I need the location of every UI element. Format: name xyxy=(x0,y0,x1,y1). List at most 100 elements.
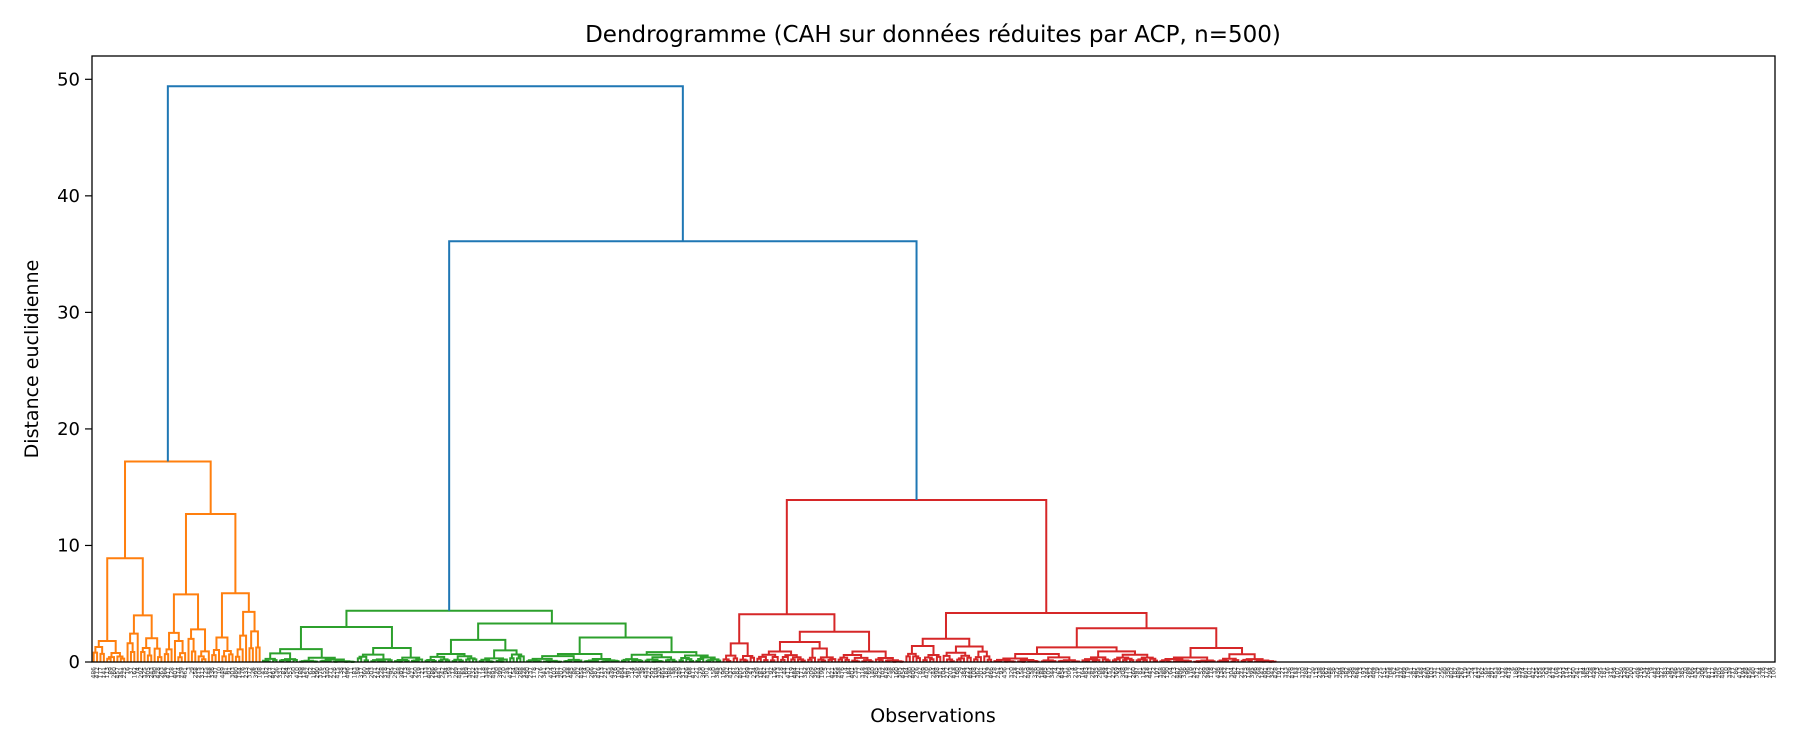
leaf-label: 104 xyxy=(941,667,948,679)
dendrogram-link xyxy=(912,655,920,662)
leaf-label: 160 xyxy=(893,667,900,679)
leaf-label: 104 xyxy=(653,667,660,679)
leaf-label: 312 xyxy=(1567,667,1574,679)
leaf-label: 359 xyxy=(446,667,453,679)
leaf-label: 233 xyxy=(243,667,250,679)
dendrogram-link xyxy=(729,642,749,657)
dendrogram-link xyxy=(107,656,116,662)
leaf-label: 392 xyxy=(399,667,406,679)
leaf-label: 491 xyxy=(1262,667,1269,679)
leaf-label: 156 xyxy=(433,667,440,679)
leaf-label: 230 xyxy=(907,667,914,679)
leaf-label: 158 xyxy=(1019,667,1026,679)
leaf-label: 288 xyxy=(517,667,524,679)
leaf-label: 202 xyxy=(575,667,582,679)
leaf-label: 263 xyxy=(158,667,165,679)
leaf-label: 188 xyxy=(1039,667,1046,679)
leaf-label: 403 xyxy=(426,667,433,679)
dendrogram-link xyxy=(819,656,834,660)
leaf-label: 238 xyxy=(1703,667,1710,679)
leaf-label: 37 xyxy=(128,667,135,675)
dendrogram-link xyxy=(780,658,786,662)
leaf-label: 359 xyxy=(1713,667,1720,679)
leaf-label: 184 xyxy=(846,667,853,679)
leaf-label: 401 xyxy=(849,667,856,679)
dendrogram-link xyxy=(651,656,673,660)
leaf-label: 439 xyxy=(609,667,616,679)
dendrogram-link xyxy=(808,656,816,662)
leaf-label: 43 xyxy=(1086,667,1093,675)
leaf-label: 184 xyxy=(1581,667,1588,679)
dendrogram-link xyxy=(498,658,508,662)
leaf-label: 20 xyxy=(1310,667,1317,675)
leaf-label: 225 xyxy=(121,667,128,679)
leaf-label: 260 xyxy=(111,667,118,679)
leaf-label: 30 xyxy=(585,667,592,675)
leaf-label: 52 xyxy=(1198,667,1205,675)
leaf-label: 448 xyxy=(1327,667,1334,679)
leaf-label: 274 xyxy=(1520,667,1527,679)
leaf-label: 304 xyxy=(1228,667,1235,679)
leaf-label: 435 xyxy=(643,667,650,679)
dendrogram-link xyxy=(221,655,227,662)
dendrogram-link xyxy=(1149,657,1157,662)
leaf-label: 149 xyxy=(920,667,927,679)
leaf-label: 344 xyxy=(1049,667,1056,679)
plot-frame xyxy=(91,55,1776,663)
leaf-label: 69 xyxy=(866,667,873,675)
dendrogram-link xyxy=(905,655,911,662)
leaf-label: 366 xyxy=(812,667,819,679)
dendrogram-link xyxy=(215,636,229,651)
leaf-label: 232 xyxy=(470,667,477,679)
leaf-label: 222 xyxy=(646,667,653,679)
dendrogram-link xyxy=(307,656,336,661)
leaf-label: 77 xyxy=(856,667,863,675)
leaf-label: 291 xyxy=(795,667,802,679)
leaf-label: 258 xyxy=(886,667,893,679)
leaf-label: 373 xyxy=(775,667,782,679)
leaf-label: 472 xyxy=(94,667,101,679)
x-axis-label: Observations xyxy=(870,705,996,727)
leaf-label: 370 xyxy=(1300,667,1307,679)
dendrogram-link xyxy=(922,659,928,662)
leaf-label: 151 xyxy=(1381,667,1388,679)
leaf-label: 74 xyxy=(1052,667,1059,675)
leaf-label: 244 xyxy=(1364,667,1371,679)
leaf-label: 461 xyxy=(182,667,189,679)
leaf-label: 303 xyxy=(230,667,237,679)
dendrogram-link xyxy=(480,658,491,662)
dendrogram-link xyxy=(269,652,292,660)
dendrogram-link xyxy=(141,646,151,656)
leaf-label: 142 xyxy=(1259,667,1266,679)
leaf-label: 353 xyxy=(287,667,294,679)
leaf-label: 418 xyxy=(951,667,958,679)
leaf-label: 369 xyxy=(1113,667,1120,679)
leaf-label: 61 xyxy=(981,667,988,675)
dendrogram-link xyxy=(1084,658,1098,661)
leaf-label: 181 xyxy=(1601,667,1608,679)
leaf-label: 84 xyxy=(365,667,372,675)
leaf-label: 55 xyxy=(805,667,812,675)
leaf-label: 388 xyxy=(666,667,673,679)
leaf-label: 128 xyxy=(1587,667,1594,679)
dendrogram-link xyxy=(1075,627,1218,648)
dendrogram-link xyxy=(239,634,248,662)
leaf-label: 382 xyxy=(1344,667,1351,679)
leaf-label: 185 xyxy=(1655,667,1662,679)
leaf-label: 287 xyxy=(1411,667,1418,679)
leaf-label: 295 xyxy=(1598,667,1605,679)
leaf-label: 257 xyxy=(602,667,609,679)
leaf-label: 328 xyxy=(521,667,528,679)
leaf-label: 235 xyxy=(853,667,860,679)
y-axis-label: Distance euclidienne xyxy=(21,260,43,459)
leaf-label: 302 xyxy=(724,667,731,679)
leaf-label: 267 xyxy=(1459,667,1466,679)
leaf-label: 119 xyxy=(788,667,795,679)
leaf-label: 62 xyxy=(307,667,314,675)
leaf-label: 406 xyxy=(1178,667,1185,679)
leaf-label: 316 xyxy=(1638,667,1645,679)
leaf-label: 24 xyxy=(1469,667,1476,675)
leaf-label: 154 xyxy=(511,667,518,679)
leaf-label: 56 xyxy=(1330,667,1337,675)
dendrogram-link xyxy=(929,658,935,662)
